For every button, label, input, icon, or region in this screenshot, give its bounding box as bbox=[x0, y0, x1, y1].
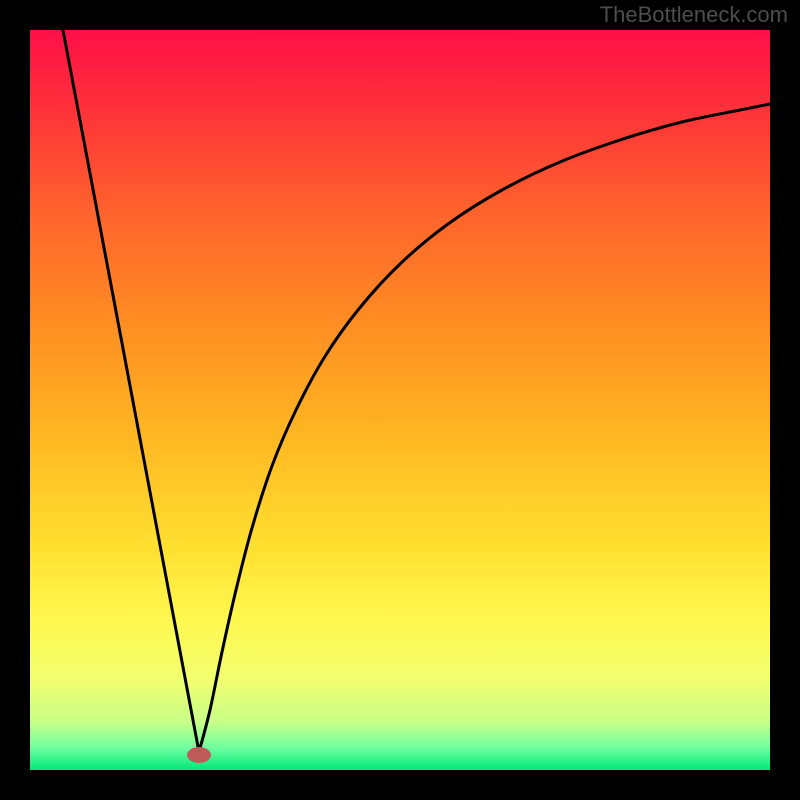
plot-background bbox=[30, 30, 770, 770]
chart-svg bbox=[0, 0, 800, 800]
chart-frame: TheBottleneck.com bbox=[0, 0, 800, 800]
attribution-text: TheBottleneck.com bbox=[600, 2, 788, 28]
bottleneck-curve bbox=[63, 30, 770, 752]
outer-background bbox=[0, 0, 800, 800]
optimal-marker bbox=[187, 747, 211, 763]
